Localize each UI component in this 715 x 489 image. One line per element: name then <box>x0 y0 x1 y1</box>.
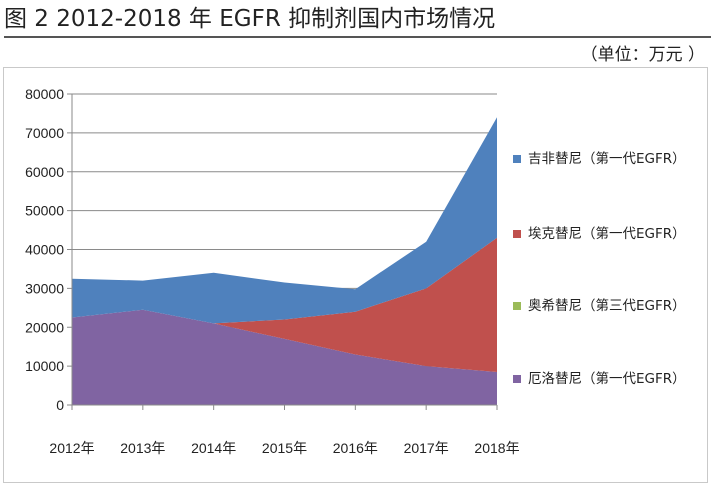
x-tick-label: 2018年 <box>474 440 519 456</box>
legend-swatch <box>513 230 521 238</box>
y-tick-label: 80000 <box>25 86 64 102</box>
x-tick-labels: 2012年 2013年 2014年 2015年 2016年 2017年 2018年 <box>49 440 519 456</box>
y-tick-label: 10000 <box>25 358 64 374</box>
legend-swatch <box>513 155 521 163</box>
x-tick-label: 2014年 <box>191 440 236 456</box>
chart-frame <box>3 67 708 483</box>
legend-label: 吉非替尼（第一代EGFR） <box>528 150 686 167</box>
area-series <box>72 237 497 372</box>
y-tick-label: 60000 <box>25 164 64 180</box>
legend-label: 奥希替尼（第三代EGFR） <box>528 297 686 314</box>
y-tick-labels: 0 10000 20000 30000 40000 50000 60000 70000 8000… <box>25 86 64 413</box>
x-tick-label: 2017年 <box>404 440 449 456</box>
areas <box>72 117 497 405</box>
area-series <box>72 117 497 324</box>
y-tick-label: 20000 <box>25 319 64 335</box>
legend-label: 埃克替尼（第一代EGFR） <box>528 225 686 242</box>
y-tick-label: 0 <box>56 397 64 413</box>
unit-label: （单位：万元 ） <box>580 45 705 65</box>
legend: 吉非替尼（第一代EGFR） 埃克替尼（第一代EGFR） 奥希替尼（第三代EGFR） 厄… <box>513 150 686 387</box>
y-tick-label: 30000 <box>25 280 64 296</box>
legend-swatch <box>513 302 521 310</box>
x-tick-label: 2013年 <box>120 440 165 456</box>
chart-title: 图 2 2012-2018 年 EGFR 抑制剂国内市场情况 <box>4 4 711 38</box>
x-tick-label: 2015年 <box>262 440 307 456</box>
x-tick-label: 2016年 <box>333 440 378 456</box>
y-tick-label: 40000 <box>25 242 64 258</box>
legend-swatch <box>513 375 521 383</box>
x-tick-label: 2012年 <box>49 440 94 456</box>
y-tick-label: 50000 <box>25 203 64 219</box>
axes <box>67 93 498 410</box>
legend-label: 厄洛替尼（第一代EGFR） <box>528 370 686 387</box>
area-series <box>72 309 497 405</box>
y-tick-label: 70000 <box>25 125 64 141</box>
